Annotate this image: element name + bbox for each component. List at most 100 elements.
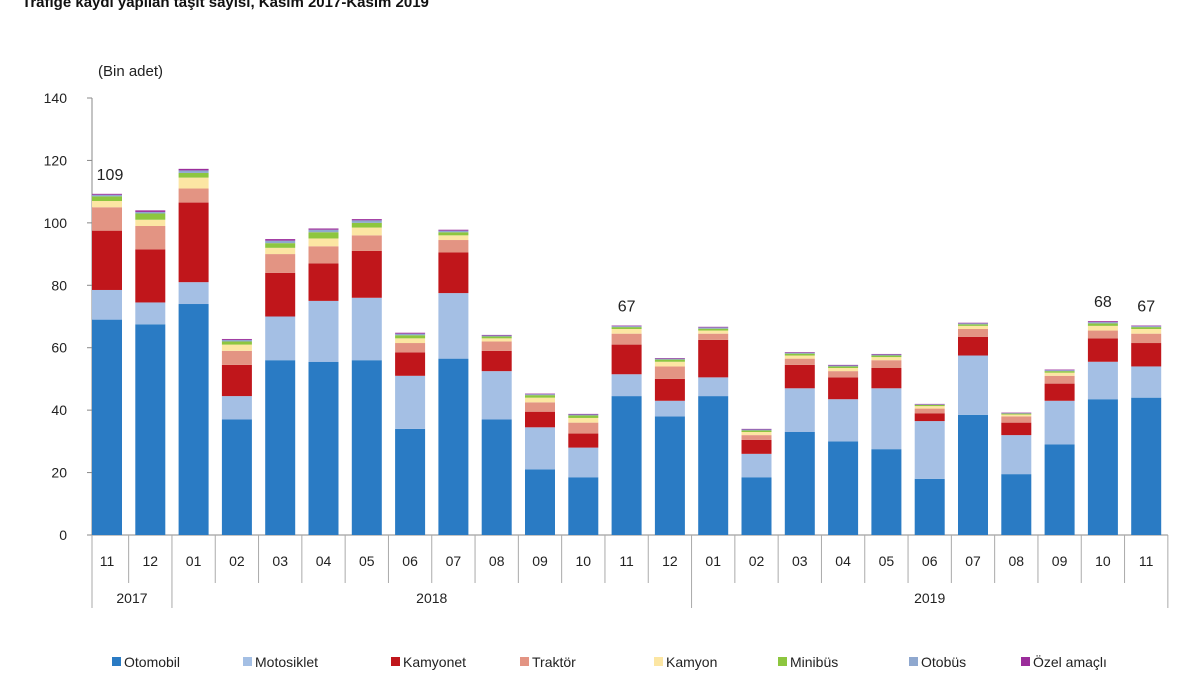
bar-segment-otob-s [698,327,729,329]
bar-segment-minib-s [221,341,252,345]
y-tick-label: 140 [44,90,68,106]
bar-segment-motosiklet [1131,366,1162,398]
bar-segment-kamyon [958,325,988,329]
bar-segment-otob-s [92,194,122,197]
bar-segment-otomobil [741,477,772,535]
bar-segment--zel-ama-l- [741,428,772,430]
bar-segment-otomobil [828,441,859,535]
bar-segment--zel-ama-l- [481,334,512,336]
bar-segment-minib-s [784,353,815,356]
bar-segment-motosiklet [1001,435,1032,475]
x-tick-label: 05 [359,553,375,569]
bar-segment-otob-s [481,335,512,337]
bar-segment--zel-ama-l- [654,358,685,359]
bar-segment-kamyon [828,368,859,372]
bar-segment-minib-s [351,222,382,228]
legend-swatch [909,657,918,666]
bar-segment-otomobil [784,431,815,535]
bar-segment-kamyonet [481,350,512,372]
bar-segment-kamyon [1001,414,1032,417]
bar-segment-kamyon [135,219,166,226]
bar-segment-motosiklet [178,282,209,305]
bar-segment-minib-s [698,328,729,331]
bar-segment-trakt-r [178,188,209,203]
bar-segment-motosiklet [481,371,512,420]
bar-segment--zel-ama-l- [1001,412,1032,414]
bar-segment-kamyonet [135,249,166,303]
bar-segment-kamyonet [265,272,296,317]
x-tick-label: 01 [705,553,721,569]
bar-segment-otob-s [828,365,859,367]
bar-segment-minib-s [481,336,512,339]
bar-segment-otomobil [481,419,512,535]
bar-segment-motosiklet [92,289,122,320]
x-tick-label: 11 [1139,553,1154,569]
bar-segment-otob-s [784,352,815,354]
bar-segment-kamyon [654,361,685,367]
x-tick-label: 09 [1052,553,1068,569]
legend-swatch [520,657,529,666]
bar-segment--zel-ama-l- [395,332,426,334]
bar-segment-trakt-r [1131,333,1162,344]
bar-segment-minib-s [654,359,685,362]
bar-segment-otob-s [438,230,469,233]
bar-segment-motosiklet [871,388,902,450]
bar-segment--zel-ama-l- [438,229,469,231]
legend-swatch [243,657,252,666]
bar-segment-minib-s [92,196,122,202]
y-axis-label: (Bin adet) [98,63,163,80]
bar-segment-otob-s [178,170,209,173]
x-tick-label: 06 [402,553,418,569]
x-tick-label: 02 [229,553,245,569]
x-tick-label: 11 [100,553,115,569]
bar-segment--zel-ama-l- [784,352,815,353]
bar-segment--zel-ama-l- [914,403,945,405]
bar-segment-minib-s [135,213,166,220]
bar-segment-motosiklet [265,316,296,361]
bar-segment-otomobil [568,477,599,535]
bar-segment--zel-ama-l- [1087,321,1118,323]
x-tick-label: 07 [446,553,462,569]
bar-segment-kamyonet [784,364,815,389]
bar-segment-motosiklet [828,399,859,442]
bar-segment-minib-s [1087,323,1118,326]
bar-segment-kamyonet [698,339,729,378]
bar-segment-motosiklet [914,421,945,479]
bar-segment-minib-s [525,395,555,398]
bar-segment-otob-s [741,429,772,431]
bar-segment-motosiklet [741,453,772,478]
bar-segment-trakt-r [221,350,252,365]
y-tick-label: 40 [51,402,67,418]
bar-segment-otomobil [221,419,252,535]
bar-segment-trakt-r [958,328,988,337]
bar-segment-kamyon [741,431,772,436]
x-tick-label: 08 [489,553,505,569]
bar-segment-otob-s [265,240,296,244]
bar-segment-otomobil [525,469,555,535]
bar-segment-trakt-r [828,371,859,378]
bar-segment-otob-s [135,211,166,214]
bar-segment-motosiklet [135,302,166,325]
legend-swatch [112,657,121,666]
x-tick-label: 04 [316,553,332,569]
bar-segment-otomobil [351,360,382,535]
x-tick-label: 09 [532,553,548,569]
bar-segment-kamyonet [611,344,642,375]
bar-segment-kamyon [568,417,599,423]
bar-segment-otob-s [871,354,902,356]
bar-segment-minib-s [1001,413,1032,415]
bar-segment-kamyon [1131,328,1162,334]
bar-segment-otomobil [1044,444,1075,535]
bar-segment-otomobil [308,361,339,535]
legend-swatch [391,657,400,666]
bar-segment-trakt-r [481,341,512,351]
y-tick-label: 0 [59,527,67,543]
y-tick-label: 120 [44,152,68,168]
bar-segment-minib-s [265,243,296,248]
x-tick-label: 02 [749,553,765,569]
bar-segment-otob-s [1087,322,1118,324]
bar-segment-motosiklet [568,447,599,478]
bar-segment-trakt-r [92,207,122,231]
bar-segment-kamyon [308,238,339,247]
bar-segment--zel-ama-l- [92,193,122,195]
